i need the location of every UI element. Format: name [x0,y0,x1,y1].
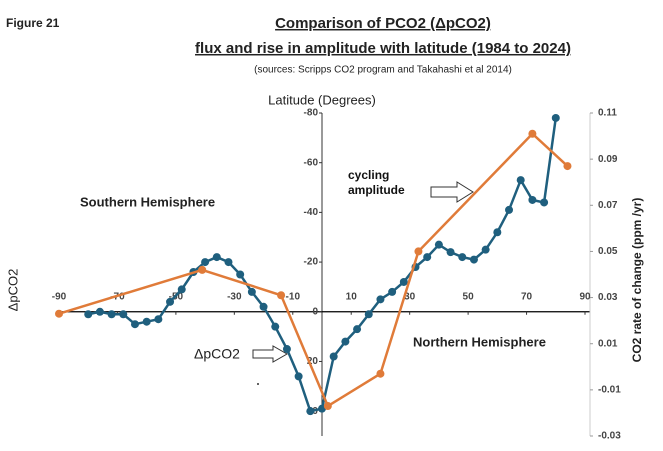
point [376,295,385,304]
dot [257,383,259,385]
point [306,407,315,416]
y2-tick-label: 0.01 [598,338,618,349]
x-tick-label: 10 [346,291,358,302]
point [341,337,350,346]
point [224,258,233,267]
chart-title: Comparison of PCO2 (ΔpCO2) [275,15,491,32]
point [376,369,385,378]
point [469,255,478,264]
point [107,310,116,319]
point [271,322,280,331]
y2-tick-label: -0.01 [598,384,621,395]
y-tick-label: -60 [304,157,319,168]
y2-tick-label: 0.03 [598,292,618,303]
point [399,277,408,286]
point [119,310,128,319]
point [434,240,443,249]
point [528,129,537,138]
point [388,287,397,296]
y-tick-label: -40 [304,207,319,218]
point [323,402,332,411]
point [177,285,186,294]
x-tick-label: 70 [521,291,533,302]
point [154,315,163,324]
point [130,320,139,329]
point [236,270,245,279]
y-tick-label: 20 [307,356,319,367]
x-tick-label: -10 [286,291,301,302]
point [414,247,423,256]
x-tick-label: 90 [579,291,591,302]
y-tick-label: -80 [304,108,319,119]
y-tick-label: 0 [312,306,318,317]
figure-label: Figure 21 [6,16,60,30]
point [201,258,210,267]
point [142,317,151,326]
x-axis-label: Latitude (Degrees) [268,92,376,107]
point [458,253,467,262]
point [353,325,362,334]
point [166,297,175,306]
y2-axis-label: CO2 rate of change (ppm /yr) [630,198,644,363]
y2-tick-label: 0.07 [598,200,618,211]
annotation: Southern Hemisphere [80,194,215,209]
x-tick-label: -30 [227,291,242,302]
annotation: cycling amplitude [348,168,405,197]
point [212,253,221,262]
point [423,253,432,262]
series-line [58,132,569,408]
point [446,248,455,257]
point [329,352,338,361]
point [277,291,286,300]
point [84,310,93,319]
point [55,309,63,318]
y-axis-label: ΔpCO2 [5,269,20,312]
arrow [430,181,474,203]
y2-tick-label: -0.03 [598,431,621,442]
arrow [252,345,289,363]
x-tick-label: 30 [404,291,416,302]
point [481,245,490,254]
point [364,310,373,319]
point [505,205,514,214]
annotation-box: cycling amplitude [348,168,405,197]
y2-tick-label: 0.05 [598,246,618,257]
point [551,113,560,122]
subtitle: (sources: Scripps CO2 program and Takaha… [254,65,512,76]
point [294,372,303,381]
point [95,307,104,316]
point [282,345,291,354]
y2-tick-label: 0.11 [598,108,617,119]
y2-tick-label: 0.09 [598,154,618,165]
chart-title: flux and rise in amplitude with latitude… [195,40,571,57]
x-tick-label: 50 [463,291,475,302]
point [516,176,525,185]
y-tick-label: -20 [304,257,319,268]
x-tick-label: -90 [52,291,67,302]
point [247,287,256,296]
point [540,198,549,207]
point [493,228,502,237]
point [528,195,537,204]
annotation: ΔpCO2 [194,346,240,362]
point [198,265,207,274]
point [563,162,572,171]
point [259,302,268,311]
annotation: Northern Hemisphere [413,334,546,349]
